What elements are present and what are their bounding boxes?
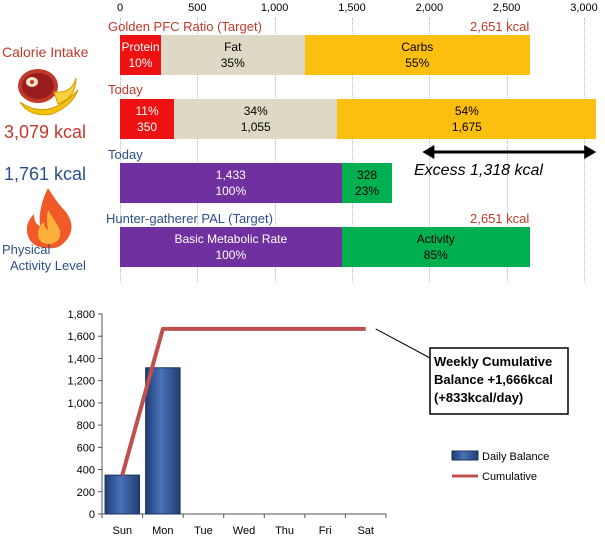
segment-label: 1,055	[241, 119, 271, 135]
today-intake-segment: 11%350	[120, 99, 174, 139]
y-tick-label: 1,400	[67, 353, 95, 365]
y-tick-label: 800	[77, 420, 95, 432]
calorie-comparison-chart: 0 500 1,000 1,500 2,000 2,500 3,000 Calorie In…	[0, 0, 605, 290]
segment-label: 34%	[244, 103, 268, 119]
x-tick-label: Sat	[357, 525, 374, 537]
segment-label: Basic Metabolic Rate	[174, 231, 287, 247]
callout-text: Weekly Cumulative	[434, 354, 552, 369]
y-tick-label: 1,600	[67, 331, 95, 343]
segment-label: 100%	[215, 247, 246, 263]
callout-text: (+833kcal/day)	[434, 390, 523, 405]
food-illustration	[14, 64, 84, 120]
excess-arrow	[0, 140, 605, 164]
y-tick-label: 600	[77, 442, 95, 454]
expenditure-value: 1,761 kcal	[4, 164, 86, 185]
axis-tick-label: 2,000	[416, 2, 444, 14]
segment-label: 54%	[455, 103, 479, 119]
segment-label: 328	[357, 167, 377, 183]
calorie-intake-label: Calorie Intake	[2, 44, 88, 60]
excess-arrow-head	[584, 145, 596, 159]
callout-leader	[376, 329, 430, 358]
today-intake-segment: 54%1,675	[337, 99, 596, 139]
callout-text: Balance +1,666kcal	[434, 372, 553, 387]
pfc-target-title: Golden PFC Ratio (Target)	[108, 19, 262, 34]
segment-label: 100%	[215, 183, 246, 199]
pal-label-line1: Physical	[2, 242, 50, 257]
today-intake-title: Today	[108, 82, 143, 97]
axis-tick-label: 2,500	[493, 2, 521, 14]
excess-label: Excess 1,318 kcal	[414, 162, 543, 180]
segment-label: Activity	[417, 231, 455, 247]
axis-tick-label: 3,000	[570, 2, 598, 14]
steak-icon	[18, 69, 58, 103]
segment-label: 35%	[221, 55, 245, 71]
segment-label: Protein	[121, 39, 159, 55]
segment-label: 55%	[405, 55, 429, 71]
y-tick-label: 200	[77, 487, 95, 499]
segment-label: 10%	[128, 55, 152, 71]
pal-target-total: 2,651 kcal	[470, 211, 529, 226]
y-tick-label: 1,800	[67, 309, 95, 321]
segment-label: 23%	[355, 183, 379, 199]
y-tick-label: 1,000	[67, 398, 95, 410]
segment-label: 1,433	[216, 167, 246, 183]
daily-balance-bar	[105, 475, 139, 514]
axis-tick-label: 1,500	[338, 2, 366, 14]
flame-icon	[20, 186, 76, 250]
legend-label-cumulative: Cumulative	[482, 471, 537, 483]
daily-balance-bar	[146, 368, 180, 514]
legend-label-daily-balance: Daily Balance	[482, 451, 549, 463]
x-tick-label: Thu	[275, 525, 294, 537]
y-tick-label: 400	[77, 465, 95, 477]
weekly-balance-chart: 0 200 400 600 800 1,000 1,200 1,400 1,600 1,800 Su…	[20, 296, 605, 538]
y-tick-label: 1,200	[67, 376, 95, 388]
excess-arrow-head	[422, 145, 434, 159]
pfc-target-total: 2,651 kcal	[470, 19, 529, 34]
segment-label: 1,675	[452, 119, 482, 135]
weekly-balance-svg: 0 200 400 600 800 1,000 1,200 1,400 1,600 1,800 Su…	[20, 296, 605, 538]
x-tick-label: Mon	[152, 525, 173, 537]
x-tick-label: Sun	[112, 525, 132, 537]
axis-tick-label: 1,000	[261, 2, 289, 14]
axis-tick-label: 0	[117, 2, 123, 14]
legend-swatch-bar	[452, 451, 478, 460]
pal-label-line2: Activity Level	[10, 258, 86, 273]
x-tick-label: Fri	[319, 525, 332, 537]
pal-target-title: Hunter-gatherer PAL (Target)	[106, 211, 273, 226]
segment-label: 350	[137, 119, 157, 135]
today-intake-segment: 34%1,055	[174, 99, 337, 139]
segment-label: Carbs	[401, 39, 433, 55]
segment-label: 11%	[135, 103, 158, 119]
axis-tick-label: 500	[188, 2, 206, 14]
y-tick-label: 0	[89, 509, 95, 521]
segment-label: Fat	[224, 39, 241, 55]
x-tick-label: Tue	[194, 525, 213, 537]
x-tick-label: Wed	[233, 525, 255, 537]
segment-label: 85%	[424, 247, 448, 263]
